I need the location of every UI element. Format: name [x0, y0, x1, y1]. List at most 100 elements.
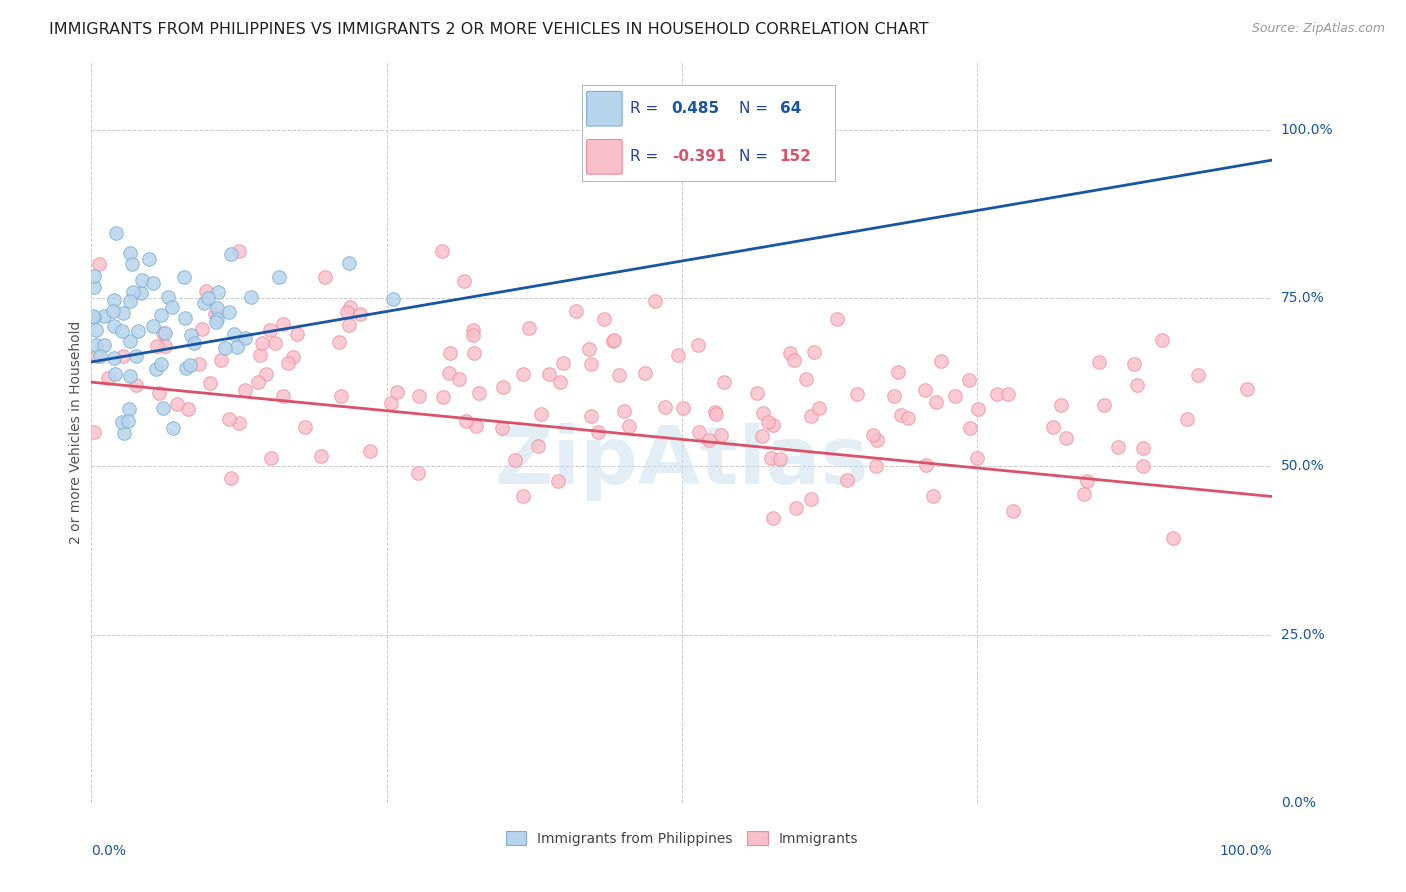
Point [205, 301, 228, 316]
Point [768, 452, 790, 467]
Point [800, 409, 823, 423]
Point [87, 257, 110, 271]
Point [152, 401, 174, 416]
Point [146, 339, 169, 353]
Point [966, 451, 988, 466]
Point [103, 318, 125, 333]
Point [349, 307, 371, 321]
Point [862, 428, 884, 442]
Point [174, 310, 197, 325]
Point [118, 293, 141, 308]
Point [125, 377, 148, 392]
Point [86, 349, 108, 363]
Point [644, 294, 666, 309]
Point [273, 389, 295, 403]
Point [83, 425, 105, 439]
Point [219, 471, 242, 485]
Point [83, 269, 105, 284]
Point [503, 453, 526, 467]
Point [250, 335, 273, 350]
Point [463, 323, 485, 337]
Point [1236, 382, 1258, 396]
Point [432, 390, 454, 404]
Point [125, 350, 148, 364]
Point [704, 407, 727, 421]
Point [173, 269, 195, 284]
Point [634, 366, 657, 380]
Text: 0.0%: 0.0% [1281, 796, 1316, 810]
Point [527, 439, 550, 453]
Point [218, 412, 240, 426]
Point [103, 351, 125, 365]
Point [117, 414, 139, 428]
Point [337, 255, 360, 269]
Point [249, 348, 271, 362]
Point [112, 425, 135, 440]
Text: 75.0%: 75.0% [1281, 291, 1324, 305]
Point [228, 416, 250, 430]
Point [1054, 431, 1077, 445]
Point [517, 321, 540, 335]
Point [925, 394, 948, 409]
Point [406, 467, 429, 481]
Point [1073, 487, 1095, 501]
Point [914, 383, 936, 397]
Point [553, 355, 575, 369]
Point [122, 285, 145, 300]
Point [845, 386, 868, 401]
Point [93, 310, 115, 324]
Point [967, 401, 990, 416]
Point [453, 274, 475, 288]
Point [929, 353, 952, 368]
Point [222, 326, 245, 341]
Point [214, 341, 236, 355]
Point [430, 244, 453, 258]
Point [97, 371, 120, 385]
Point [387, 384, 409, 399]
Text: 25.0%: 25.0% [1281, 628, 1324, 641]
Point [264, 335, 287, 350]
Point [219, 247, 242, 261]
Point [565, 303, 588, 318]
Point [613, 403, 636, 417]
Point [578, 342, 600, 356]
Point [152, 326, 174, 340]
Legend: Immigrants from Philippines, Immigrants: Immigrants from Philippines, Immigrants [501, 825, 863, 851]
Point [157, 290, 180, 304]
Point [142, 319, 165, 334]
Point [103, 293, 125, 307]
Point [381, 292, 404, 306]
Point [803, 344, 825, 359]
Point [491, 421, 513, 435]
Point [149, 357, 172, 371]
Point [205, 315, 228, 329]
Point [121, 257, 143, 271]
Point [1123, 357, 1146, 371]
Point [233, 331, 256, 345]
Point [187, 357, 209, 371]
Point [314, 270, 336, 285]
Point [492, 380, 515, 394]
Point [762, 511, 785, 525]
Point [200, 376, 222, 390]
Point [330, 389, 353, 403]
Point [339, 300, 361, 314]
Point [592, 312, 614, 326]
Point [957, 373, 980, 387]
Point [1076, 474, 1098, 488]
Point [783, 352, 806, 367]
Text: 50.0%: 50.0% [1281, 459, 1324, 474]
Point [1002, 504, 1025, 518]
Point [84, 323, 107, 337]
Point [463, 328, 485, 343]
Point [1175, 412, 1198, 426]
Point [751, 406, 773, 420]
Point [468, 386, 491, 401]
Point [617, 419, 640, 434]
Point [408, 389, 430, 403]
Point [761, 417, 783, 432]
Text: 100.0%: 100.0% [1220, 844, 1272, 857]
Point [336, 305, 359, 319]
Point [672, 401, 695, 415]
Point [166, 397, 188, 411]
